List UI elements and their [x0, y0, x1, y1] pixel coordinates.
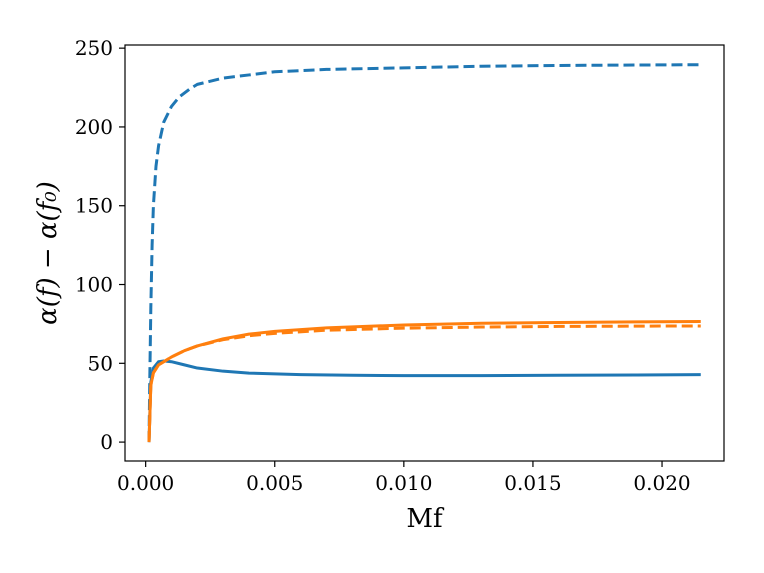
x-tick-label: 0.005 [246, 471, 303, 495]
series-line-1 [147, 359, 701, 443]
y-tick-label: 200 [75, 115, 113, 139]
x-tick-label: 0.015 [504, 471, 561, 495]
plot-frame [124, 44, 725, 462]
x-tick-label: 0.000 [117, 471, 174, 495]
y-tick-label: 0 [100, 430, 113, 454]
series-line-3 [147, 320, 701, 443]
y-tick-label: 100 [75, 273, 113, 297]
series-line-2 [147, 324, 701, 443]
y-tick-label: 150 [75, 194, 113, 218]
x-axis-title: Mf [406, 504, 445, 534]
x-tick-label: 0.010 [375, 471, 432, 495]
y-axis: 0 50 100 150 200 250 [75, 36, 125, 454]
x-axis: 0.000 0.005 0.010 0.015 0.020 [117, 461, 691, 495]
y-tick-label: 250 [75, 36, 113, 60]
y-tick-label: 50 [88, 351, 113, 375]
series-line-0 [147, 63, 701, 443]
x-tick-label: 0.020 [633, 471, 690, 495]
y-axis-title: α(f) − α(f₀) [33, 181, 63, 325]
series-layer [147, 63, 701, 443]
